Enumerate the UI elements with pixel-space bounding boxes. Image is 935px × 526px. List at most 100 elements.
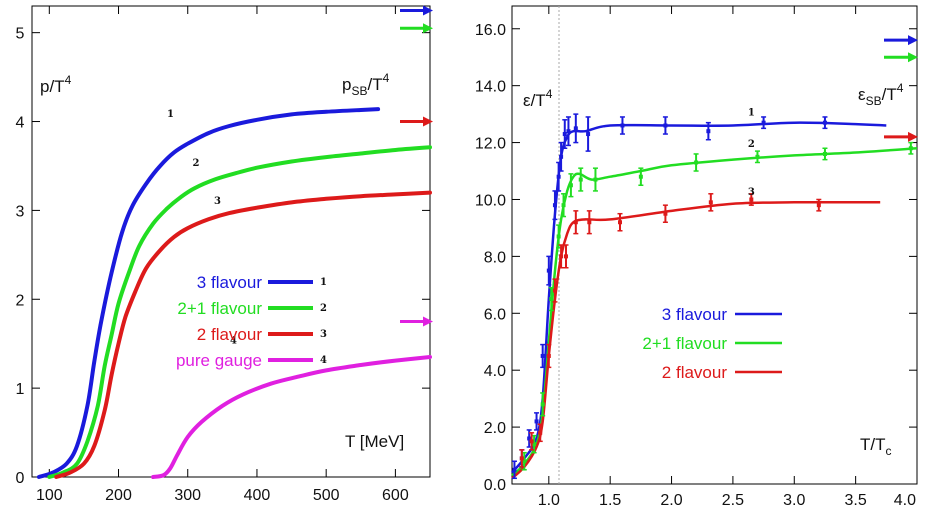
pressure-legend-label-4: pure gauge (176, 351, 262, 370)
pressure-y-tick-label: 3 (16, 203, 25, 220)
energy-x-tick-label: 2.0 (660, 492, 682, 509)
energy-data-point-3 (748, 193, 754, 206)
energy-sb-arrow-2 (884, 52, 918, 63)
pressure-series-line-1 (36, 107, 381, 479)
energy-x-tick-label: 3.0 (783, 492, 805, 509)
energy-data-point-1 (822, 116, 828, 130)
energy-data-point-2 (822, 147, 828, 161)
energy-x-tick-label: 3.5 (845, 492, 867, 509)
energy-panel: 0.02.04.06.08.010.012.014.016.0 1.0 1.5 2.… (475, 5, 918, 509)
energy-y-tick-label: 16.0 (475, 22, 506, 39)
pressure-series-line-3 (54, 190, 432, 479)
energy-data-point-1 (619, 116, 625, 135)
energy-data-point-3 (552, 278, 558, 303)
energy-data-point-3 (617, 212, 623, 232)
energy-data-point-2 (908, 141, 914, 155)
energy-y-label: ε/T4 (523, 87, 553, 110)
energy-data-point-1 (546, 255, 552, 286)
pressure-legend-label-3: 2 flavour (197, 325, 263, 344)
energy-x-ticks: 1.0 1.5 2.0 2.5 3.0 3.5 4.0 (538, 6, 918, 509)
pressure-legend: 3 flavour 1 2+1 flavour 2 2 flavour 3 pure gau… (176, 273, 327, 370)
energy-data-point-2 (578, 167, 584, 192)
energy-x-tick-label: 2.5 (722, 492, 744, 509)
energy-data-point-2 (556, 224, 562, 249)
pressure-y-tick-label: 1 (16, 381, 25, 398)
pressure-legend-label-1: 3 flavour (197, 273, 263, 292)
energy-data-point-2 (638, 167, 644, 186)
energy-x-label: T/Tc (860, 435, 892, 458)
energy-y-tick-label: 2.0 (484, 420, 506, 437)
energy-data-point-2 (693, 153, 699, 172)
energy-legend-label-2: 2+1 flavour (642, 334, 727, 353)
pressure-curve-labels: 1 2 3 4 (167, 109, 237, 347)
energy-y-ticks: 0.0 2.0 4.0 6.0 8.0 10.0 12.0 14.0 16.0 (475, 22, 917, 494)
pressure-x-tick-label: 100 (36, 487, 63, 504)
pressure-x-label: T [MeV] (345, 432, 404, 451)
pressure-sb-arrow-1 (400, 5, 433, 16)
energy-sb-arrows (884, 35, 918, 142)
energy-data-point-3 (529, 432, 535, 451)
energy-sb-label: εSB/T4 (858, 81, 904, 108)
energy-y-tick-label: 12.0 (475, 136, 506, 153)
pressure-y-tick-label: 0 (16, 470, 25, 487)
pressure-legend-number-4: 4 (320, 355, 327, 366)
energy-curve-labels: 1 2 3 (748, 108, 755, 199)
energy-legend-label-3: 2 flavour (662, 363, 728, 382)
energy-y-tick-label: 0.0 (484, 477, 506, 494)
energy-x-tick-label: 1.0 (538, 492, 560, 509)
energy-sb-arrow-1 (884, 35, 918, 46)
pressure-sb-arrow-4 (400, 316, 433, 327)
pressure-x-tick-label: 400 (244, 487, 271, 504)
energy-data-point-3 (662, 204, 668, 223)
energy-data-point-3 (519, 449, 525, 468)
pressure-series-line-4 (151, 355, 432, 479)
energy-sb-arrow-3 (884, 131, 918, 142)
energy-data-points (511, 113, 914, 480)
energy-data-point-1 (562, 119, 568, 150)
energy-data-point-1 (585, 116, 591, 152)
energy-data-point-3 (546, 343, 552, 369)
energy-data-point-1 (662, 116, 668, 135)
pressure-curve-label-4: 4 (230, 336, 237, 347)
pressure-x-tick-label: 200 (105, 487, 132, 504)
energy-data-point-3 (586, 210, 592, 235)
energy-curve-label-2: 2 (748, 139, 755, 150)
energy-y-tick-label: 8.0 (484, 249, 506, 266)
pressure-curve-label-3: 3 (214, 196, 221, 207)
energy-data-point-3 (563, 244, 569, 269)
energy-y-tick-label: 10.0 (475, 192, 506, 209)
pressure-sb-label: pSB/T4 (342, 71, 390, 98)
energy-plot-frame (511, 5, 918, 485)
pressure-series-line-2 (47, 145, 432, 479)
energy-data-point-2 (592, 167, 598, 192)
energy-curve-label-1: 1 (748, 108, 755, 119)
energy-x-tick-label: 4.0 (894, 492, 916, 509)
energy-data-point-3 (816, 198, 822, 212)
energy-data-point-1 (534, 412, 540, 431)
energy-curve-label-3: 3 (748, 187, 755, 198)
pressure-x-tick-label: 500 (313, 487, 340, 504)
energy-y-tick-label: 4.0 (484, 363, 506, 380)
energy-legend-label-1: 3 flavour (662, 305, 728, 324)
pressure-sb-arrow-2 (400, 23, 433, 34)
energy-data-point-2 (540, 392, 546, 417)
energy-series (511, 121, 918, 480)
pressure-y-tick-label: 4 (16, 115, 25, 132)
energy-data-point-1 (540, 343, 546, 369)
energy-data-point-1 (558, 141, 564, 172)
pressure-sb-arrow-3 (400, 116, 433, 127)
pressure-curve-label-1: 1 (167, 109, 174, 120)
pressure-y-label: p/T4 (40, 73, 72, 96)
energy-y-tick-label: 14.0 (475, 79, 506, 96)
energy-data-point-1 (573, 113, 579, 144)
energy-data-point-3 (708, 193, 714, 212)
energy-data-point-3 (537, 423, 543, 443)
energy-series-line-1 (511, 121, 887, 474)
pressure-panel: 0 1 2 3 4 5 100 200 300 400 500 600 1 2 3 4 p/T4 pSB/… (16, 5, 433, 504)
pressure-y-tick-label: 5 (16, 26, 25, 43)
energy-data-point-1 (761, 116, 767, 130)
pressure-y-ticks: 0 1 2 3 4 5 (16, 26, 430, 487)
pressure-x-tick-label: 300 (174, 487, 201, 504)
energy-data-point-2 (561, 193, 567, 218)
